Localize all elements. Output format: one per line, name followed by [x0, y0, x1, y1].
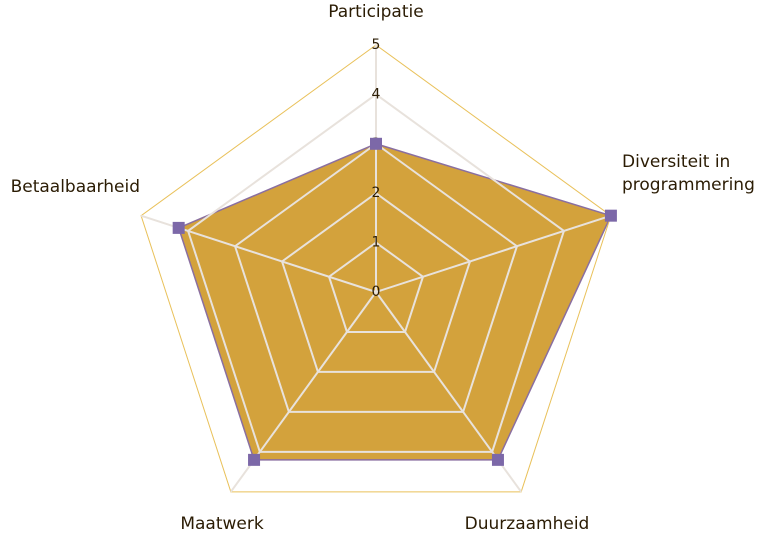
- tick-label: 4: [372, 86, 381, 102]
- tick-label: 0: [372, 284, 381, 300]
- marker: [248, 453, 261, 466]
- marker: [370, 137, 382, 150]
- tick-label: 2: [372, 185, 381, 201]
- grid-ring: [140, 44, 612, 493]
- axis-label: Diversiteit in programmering: [622, 152, 755, 195]
- axis-label: Betaalbaarheid: [10, 177, 140, 197]
- grid-ring: [280, 191, 472, 373]
- grid-ring: [327, 241, 425, 333]
- axis-label: Maatwerk: [180, 514, 264, 534]
- axis-label: Participatie: [328, 2, 424, 22]
- marker: [491, 453, 504, 466]
- tick-label: 5: [372, 37, 381, 53]
- axis-label: Duurzaamheid: [464, 514, 590, 534]
- grid-ring: [233, 142, 519, 413]
- grid-ring: [186, 93, 566, 453]
- axis-line: [375, 214, 612, 293]
- marker: [604, 209, 617, 222]
- tick-label: 1: [372, 235, 381, 251]
- marker: [172, 221, 185, 234]
